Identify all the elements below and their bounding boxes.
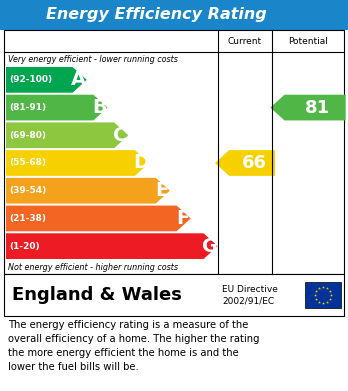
- Polygon shape: [6, 206, 191, 231]
- Text: A: A: [71, 70, 87, 90]
- Polygon shape: [6, 150, 149, 176]
- Text: England & Wales: England & Wales: [12, 286, 182, 304]
- Polygon shape: [6, 67, 87, 93]
- Text: Current: Current: [228, 36, 262, 45]
- Text: The energy efficiency rating is a measure of the
overall efficiency of a home. T: The energy efficiency rating is a measur…: [8, 320, 260, 372]
- Polygon shape: [6, 233, 218, 259]
- Text: B: B: [92, 98, 107, 117]
- Text: F: F: [176, 209, 190, 228]
- Text: C: C: [113, 126, 128, 145]
- Bar: [4, 30, 344, 274]
- Text: Not energy efficient - higher running costs: Not energy efficient - higher running co…: [8, 262, 178, 271]
- Bar: [4, 274, 344, 316]
- Polygon shape: [270, 95, 346, 120]
- Text: 81: 81: [304, 99, 330, 117]
- Text: (92-100): (92-100): [9, 75, 52, 84]
- Bar: [0, 0, 348, 30]
- Text: E: E: [156, 181, 169, 200]
- Polygon shape: [6, 95, 108, 120]
- Polygon shape: [215, 150, 275, 176]
- Polygon shape: [6, 178, 170, 204]
- Text: EU Directive
2002/91/EC: EU Directive 2002/91/EC: [222, 285, 278, 305]
- Bar: [305, 282, 341, 308]
- Text: 66: 66: [242, 154, 267, 172]
- Text: D: D: [133, 154, 149, 172]
- Polygon shape: [6, 122, 128, 148]
- Text: (21-38): (21-38): [9, 214, 46, 223]
- Text: (55-68): (55-68): [9, 158, 46, 167]
- Text: Potential: Potential: [288, 36, 328, 45]
- Text: (69-80): (69-80): [9, 131, 46, 140]
- Text: (1-20): (1-20): [9, 242, 40, 251]
- Text: (81-91): (81-91): [9, 103, 46, 112]
- Text: G: G: [202, 237, 218, 256]
- Text: Energy Efficiency Rating: Energy Efficiency Rating: [46, 7, 267, 23]
- Text: Very energy efficient - lower running costs: Very energy efficient - lower running co…: [8, 54, 178, 63]
- Text: (39-54): (39-54): [9, 186, 46, 195]
